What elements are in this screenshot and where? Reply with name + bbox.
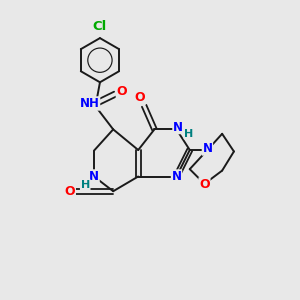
Text: H: H xyxy=(81,180,90,190)
Text: N: N xyxy=(202,142,212,155)
Text: Cl: Cl xyxy=(93,20,107,33)
Text: O: O xyxy=(199,178,210,191)
Text: N: N xyxy=(173,121,183,134)
Text: O: O xyxy=(64,185,75,198)
Text: O: O xyxy=(116,85,127,98)
Text: O: O xyxy=(134,91,145,104)
Text: NH: NH xyxy=(80,97,100,110)
Text: N: N xyxy=(89,170,99,183)
Text: H: H xyxy=(184,129,194,139)
Text: N: N xyxy=(172,170,182,183)
